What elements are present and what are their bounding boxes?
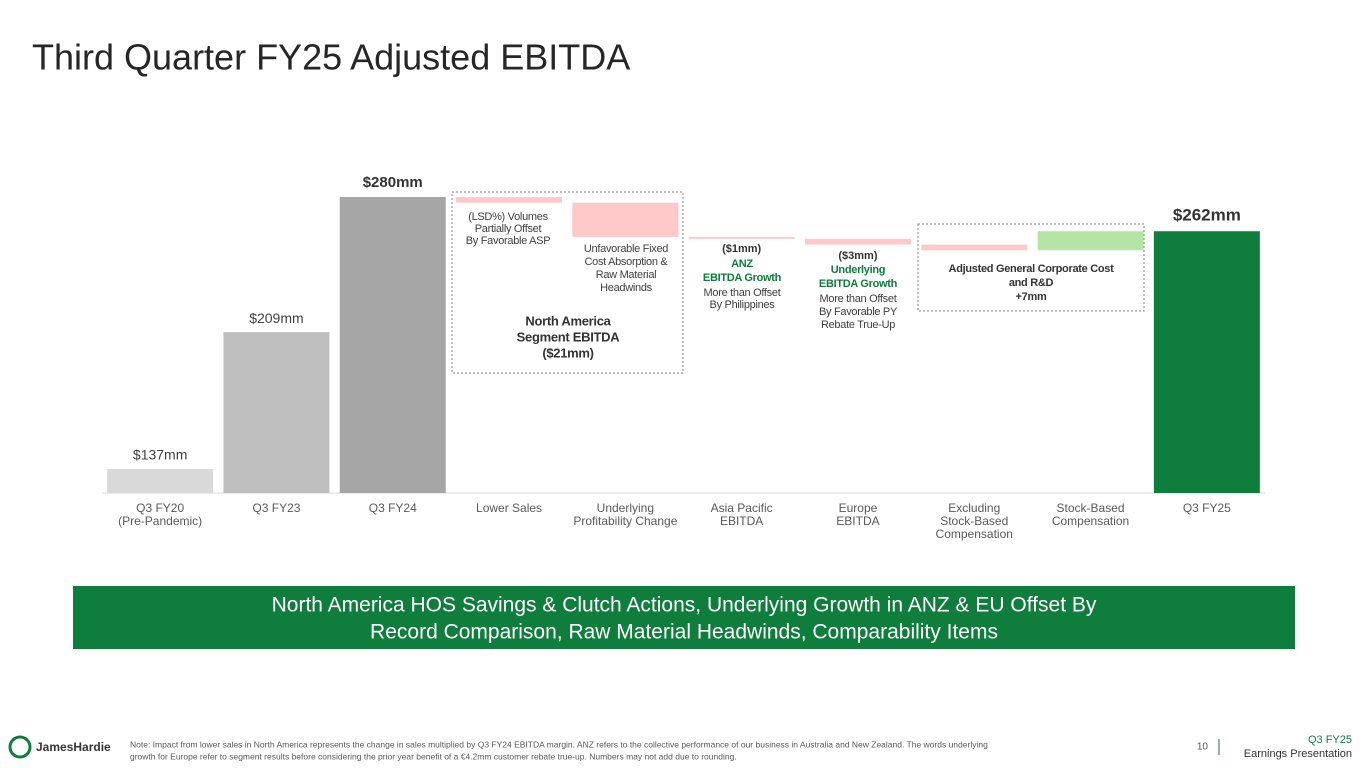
x-tick-label: Compensation — [936, 527, 1013, 541]
annotation: More than Offset — [704, 287, 781, 299]
value-label: ($3mm) — [838, 250, 877, 262]
x-tick-label: Q3 FY23 — [252, 501, 300, 515]
annotation: Partially Offset — [475, 223, 542, 235]
bar — [1153, 231, 1260, 493]
value-label: $137mm — [133, 447, 187, 463]
bar — [688, 236, 795, 239]
group-box — [451, 191, 684, 374]
banner — [73, 586, 1295, 649]
value-label: $209mm — [249, 310, 303, 326]
footer: Earnings Presentation — [1244, 748, 1352, 760]
note: growth for Europe refer to segment resul… — [130, 751, 737, 761]
x-tick-label: (Pre-Pandemic) — [118, 514, 202, 528]
annotation: By Philippines — [710, 299, 776, 311]
annotation: Underlying — [831, 264, 885, 276]
x-tick-label: Q3 FY25 — [1183, 501, 1231, 515]
annotation: EBITDA Growth — [819, 278, 898, 290]
annotation: Rebate True-Up — [821, 319, 895, 331]
annotation: Headwinds — [600, 282, 653, 294]
footer: Q3 FY25 — [1308, 734, 1352, 746]
annotation: ($21mm) — [542, 345, 593, 360]
banner-text: North America HOS Savings & Clutch Actio… — [272, 594, 1097, 617]
x-tick-label: Asia Pacific — [711, 501, 773, 515]
bar — [1037, 231, 1144, 251]
annotation: +7mm — [1016, 291, 1047, 303]
x-tick-label: Lower Sales — [476, 501, 542, 515]
x-tick-label: Europe — [839, 501, 878, 515]
bar — [456, 197, 563, 203]
value-label: $280mm — [363, 174, 423, 191]
x-tick-label: Compensation — [1052, 514, 1129, 528]
annotation: Adjusted General Corporate Cost — [949, 263, 1115, 275]
bar — [107, 469, 214, 493]
annotation: (LSD%) Volumes — [468, 211, 548, 223]
note: Note: Impact from lower sales in North A… — [130, 739, 988, 749]
annotation: North America — [525, 313, 611, 328]
annotation: and R&D — [1009, 277, 1054, 289]
page-number: 10 — [1197, 742, 1209, 753]
x-tick-label: Stock-Based — [940, 514, 1008, 528]
annotation: By Favorable PY — [819, 306, 898, 318]
logo-icon — [8, 735, 32, 759]
logo: JamesHardie — [36, 740, 111, 754]
bar — [921, 244, 1028, 251]
value-label: $262mm — [1173, 206, 1241, 225]
x-tick-label: Q3 FY20 — [136, 501, 184, 515]
annotation: By Favorable ASP — [466, 235, 550, 247]
x-tick-label: Excluding — [948, 501, 1000, 515]
chart-title: Third Quarter FY25 Adjusted EBITDA — [32, 37, 630, 78]
annotation: EBITDA Growth — [703, 272, 782, 284]
x-tick-label: Q3 FY24 — [369, 501, 417, 515]
x-tick-label: Underlying — [597, 501, 654, 515]
x-tick-label: Profitability Change — [573, 514, 677, 528]
value-label: ($1mm) — [722, 243, 761, 255]
annotation: Segment EBITDA — [517, 329, 621, 344]
x-tick-label: EBITDA — [836, 514, 879, 528]
annotation: Unfavorable Fixed — [584, 243, 668, 255]
bar — [804, 238, 911, 245]
bar — [223, 332, 330, 493]
annotation: More than Offset — [820, 293, 897, 305]
annotation: ANZ — [731, 258, 753, 270]
annotation: Cost Absorption & — [585, 256, 669, 268]
x-tick-label: Stock-Based — [1057, 501, 1125, 515]
bar — [572, 202, 679, 237]
banner-text: Record Comparison, Raw Material Headwind… — [370, 621, 998, 644]
bar — [339, 197, 446, 493]
x-tick-label: EBITDA — [720, 514, 763, 528]
annotation: Raw Material — [596, 269, 657, 281]
group-box — [917, 223, 1145, 312]
